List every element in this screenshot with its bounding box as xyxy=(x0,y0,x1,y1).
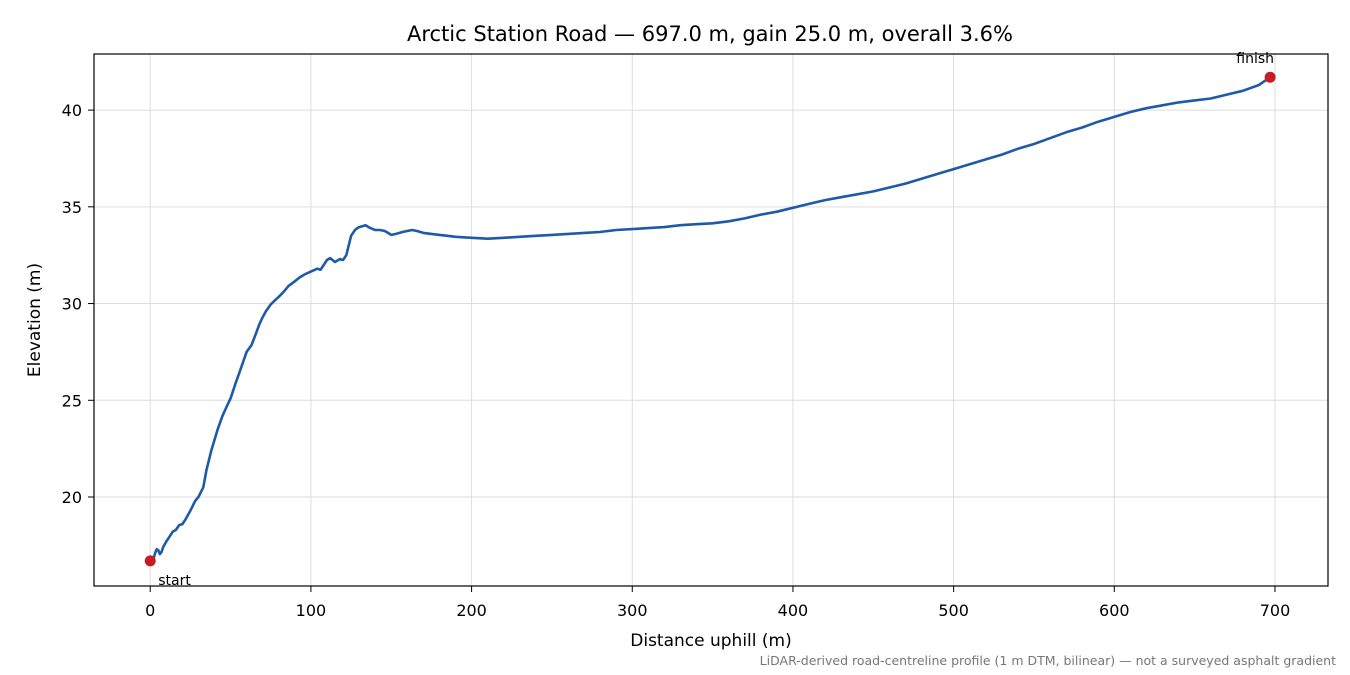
y-tick-label: 40 xyxy=(62,101,82,120)
footnote: LiDAR-derived road-centreline profile (1… xyxy=(760,653,1336,668)
y-tick-label: 35 xyxy=(62,198,82,217)
x-tick-label: 700 xyxy=(1260,601,1291,620)
y-tick-label: 20 xyxy=(62,488,82,507)
x-axis-label: Distance uphill (m) xyxy=(630,631,791,651)
grid xyxy=(94,54,1328,586)
plot-frame xyxy=(93,53,1329,587)
start-marker xyxy=(144,555,156,567)
x-tick-label: 0 xyxy=(145,601,155,620)
x-tick-label: 300 xyxy=(617,601,648,620)
finish-label: finish xyxy=(1236,51,1274,67)
x-tick-label: 200 xyxy=(456,601,487,620)
y-axis-label: Elevation (m) xyxy=(25,263,45,377)
series-layer xyxy=(148,75,1272,563)
x-tick-label: 100 xyxy=(296,601,327,620)
elevation-profile-line xyxy=(148,75,1272,563)
chart-title: Arctic Station Road — 697.0 m, gain 25.0… xyxy=(407,22,1013,46)
y-tick-label: 25 xyxy=(62,391,82,410)
x-tick-label: 500 xyxy=(938,601,969,620)
x-tick-label: 400 xyxy=(778,601,809,620)
annotation-layer: start finish xyxy=(144,51,1276,589)
finish-marker xyxy=(1264,71,1276,83)
tick-layer: 0 100 200 300 400 500 600 700 20 25 30 35 40 xyxy=(62,101,1291,620)
x-tick-label: 600 xyxy=(1099,601,1130,620)
y-tick-label: 30 xyxy=(62,295,82,314)
start-label: start xyxy=(158,573,191,589)
